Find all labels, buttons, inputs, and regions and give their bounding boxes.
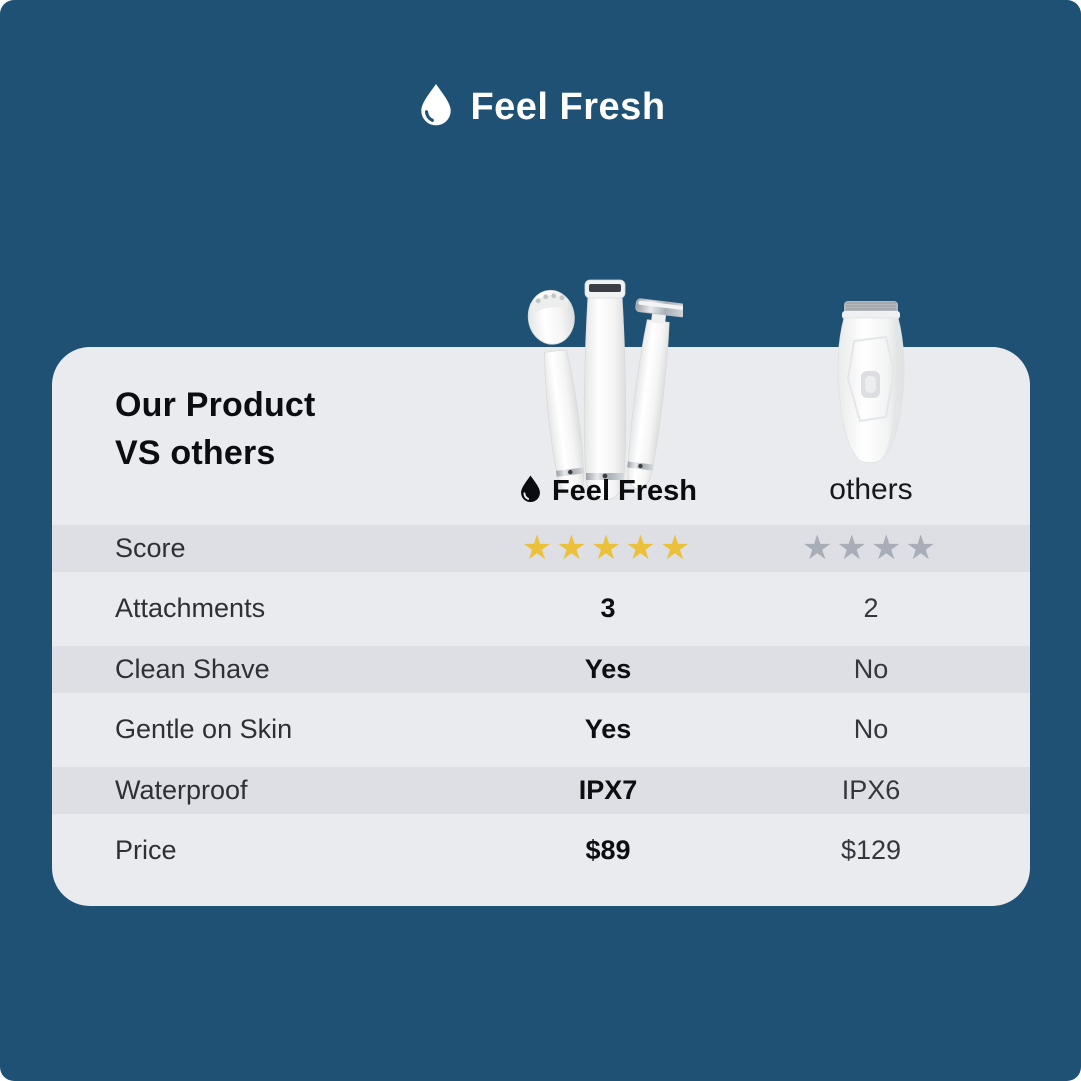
row-label: Attachments <box>115 593 266 624</box>
row-label: Price <box>115 835 177 866</box>
ours-value: $89 <box>585 835 631 866</box>
water-drop-icon <box>517 473 544 510</box>
table-row: Price $89 $129 <box>52 821 1030 882</box>
comparison-rows: Score ★★★★★ ★★★★ Attachments 3 2 Clean S… <box>52 518 1030 881</box>
razor-attachment <box>627 298 687 490</box>
row-label: Waterproof <box>115 774 248 805</box>
ours-value: IPX7 <box>578 774 638 805</box>
our-product-image <box>527 276 687 504</box>
table-row: Clean Shave Yes No <box>52 639 1030 700</box>
others-value: ★★★★ <box>764 531 978 566</box>
ours-value: Yes <box>584 653 632 684</box>
ours-value: Yes <box>584 714 632 745</box>
others-value: 2 <box>863 593 879 624</box>
column-header-others-label: others <box>829 473 913 506</box>
table-row: Waterproof IPX7 IPX6 <box>52 760 1030 821</box>
column-header-ours-label: Feel Fresh <box>551 475 698 507</box>
card-title-line2: VS others <box>115 434 276 472</box>
card-title-line1: Our Product <box>115 386 316 424</box>
card-title: Our Product VS others <box>115 381 316 477</box>
others-value: No <box>853 653 889 684</box>
trimmer-attachment <box>583 279 627 501</box>
column-header-others: others <box>761 473 981 507</box>
others-value: IPX6 <box>841 774 901 805</box>
ours-value: 3 <box>600 593 616 624</box>
table-row: Gentle on Skin Yes No <box>52 700 1030 761</box>
row-label: Gentle on Skin <box>115 714 293 745</box>
row-label: Clean Shave <box>115 653 270 684</box>
brand-header: Feel Fresh <box>0 80 1081 135</box>
star-rating-ours: ★★★★★ <box>521 527 695 568</box>
table-row: Attachments 3 2 <box>52 579 1030 640</box>
others-value: $129 <box>840 835 902 866</box>
column-header-ours: Feel Fresh <box>497 473 717 510</box>
others-value: No <box>853 714 889 745</box>
ours-value: ★★★★★ <box>452 531 764 566</box>
brand-name: Feel Fresh <box>470 86 666 128</box>
compact-shaver <box>837 301 905 464</box>
star-rating-others: ★★★★ <box>802 527 940 568</box>
epilator-attachment <box>527 289 585 496</box>
others-product-image <box>819 299 923 469</box>
row-label: Score <box>115 532 186 563</box>
table-row: Score ★★★★★ ★★★★ <box>52 518 1030 579</box>
water-drop-icon <box>415 80 457 135</box>
